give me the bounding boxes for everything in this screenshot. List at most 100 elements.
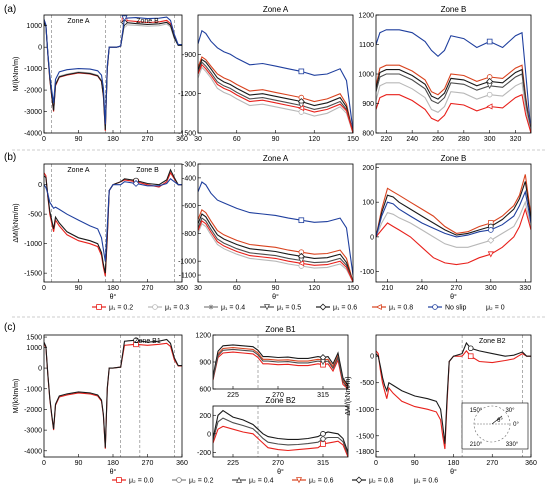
x-tick-label: 270: [486, 460, 498, 467]
x-tick-label: 360: [176, 460, 188, 467]
y-tick-label: -1500: [356, 433, 374, 440]
panel-a1: 0 90 180 270 360 -4000 -3000 -2000 -1000 0 1000 Zon…: [13, 14, 188, 143]
series-marker-4: [488, 227, 494, 233]
x-tick-label: 320: [510, 136, 522, 143]
zone-label: Zone A: [67, 167, 90, 174]
y-tick-label: 1000: [26, 345, 42, 352]
x-tick-label: 90: [411, 460, 419, 467]
legend-marker-2: [235, 476, 243, 483]
series-line-1: [376, 64, 531, 133]
series-marker-3: [319, 359, 327, 366]
legend-marker-3: [295, 477, 303, 484]
x-tick-label: 150: [347, 285, 359, 292]
series-marker-2: [121, 19, 128, 26]
series-line-1: [213, 409, 348, 453]
x-tick-label: 225: [227, 460, 239, 467]
x-tick-label: 0: [42, 136, 46, 143]
x-tick-label: 280: [458, 136, 470, 143]
y-tick-label: -1500: [24, 271, 42, 278]
x-tick-label: 0: [374, 460, 378, 467]
legend-label-5: μ₁ = 0.8: [389, 305, 413, 312]
series-line-1: [376, 341, 531, 444]
y-tick-label: -4000: [24, 448, 42, 455]
x-axis-label: θ°: [450, 293, 457, 301]
plot-frame: [375, 163, 532, 283]
x-tick-label: 120: [308, 136, 320, 143]
x-tick-label: 225: [227, 392, 239, 399]
x-axis-label: θ°: [272, 293, 279, 301]
series-marker-1: [133, 337, 139, 343]
series-marker-5: [486, 103, 493, 110]
series-marker-1: [467, 345, 474, 352]
panel-b3: 210 240 270 300 330 -100 0 100 200 Zone B θ°: [360, 154, 532, 301]
panel-a3: 220 240 260 280 300 320 800 900 1000 1100 1200 Zone…: [358, 5, 532, 143]
zone-label: Zone B: [136, 167, 159, 174]
inset-angle-150: 150°: [470, 408, 483, 414]
legend-label-2: μ₂ = 0.4: [249, 478, 274, 485]
series-line-1: [44, 338, 182, 448]
series-line-3: [198, 61, 353, 133]
series-line-0: [213, 425, 348, 457]
series-marker-0: [298, 217, 305, 224]
series-marker-2: [487, 236, 495, 244]
y-tick-label: 1500: [26, 335, 42, 342]
y-tick-label: 100: [362, 200, 374, 207]
panel-title: Zone B1: [265, 325, 296, 334]
x-tick-label: 315: [317, 392, 329, 399]
legend-mu2: μ₂ = 0.0 μ₂ = 0.2 μ₂ = 0.4 μ₂ = 0.6 μ₂ = 0.8…: [112, 476, 438, 485]
series-marker-2: [132, 180, 140, 187]
legend-marker-4: [355, 476, 363, 484]
series-line-3: [376, 207, 531, 266]
panel-title: Zone B2: [265, 396, 296, 405]
legend-marker-3: [263, 304, 271, 311]
plot-frame: [212, 405, 349, 458]
x-tick-label: 360: [525, 460, 537, 467]
y-tick-label: -1200: [178, 91, 196, 98]
panel-title: Zone B: [441, 154, 467, 163]
series-marker-3: [486, 83, 493, 90]
y-tick-label: -2000: [24, 407, 42, 414]
series-line-1: [376, 181, 531, 238]
legend-label-6: No slip: [445, 305, 467, 312]
legend-suffix: μ₂ = 0: [486, 305, 505, 312]
series-line-0: [198, 181, 353, 276]
x-tick-label: 0: [42, 460, 46, 467]
series-marker-0: [298, 68, 305, 75]
x-tick-label: 270: [272, 392, 284, 399]
x-tick-label: 270: [142, 285, 154, 292]
series-line-3: [376, 73, 531, 133]
series-line-2: [198, 58, 353, 133]
y-tick-label: 0: [207, 431, 211, 438]
panel-b2: 30 60 90 120 150 -1100 -1000 -800 -600 -400 -300 Zo…: [178, 154, 359, 301]
inset-diagram: 150° 30° 0° 210° 330° θ°: [461, 402, 529, 450]
series-line-2: [198, 213, 353, 282]
series-line-5: [376, 93, 531, 133]
y-tick-label: -800: [182, 231, 196, 238]
x-tick-label: 60: [233, 136, 241, 143]
y-tick-label: -500: [28, 212, 42, 219]
y-tick-label: 600: [199, 387, 211, 394]
x-tick-label: 90: [75, 460, 83, 467]
inset-theta: θ°: [497, 418, 503, 424]
series-line-2: [44, 178, 182, 262]
y-axis-label: M/(kNm/m): [13, 379, 20, 414]
series-marker-0: [486, 38, 493, 45]
x-tick-label: 90: [75, 136, 83, 143]
series-line-0: [198, 29, 353, 131]
y-tick-label: -1000: [178, 259, 196, 266]
inset-angle-30: 30°: [505, 408, 515, 414]
y-tick-label: 0: [38, 366, 42, 373]
y-tick-label: 1100: [359, 42, 374, 49]
series-line-4: [376, 189, 531, 238]
panel-c4: 0 90 180 270 360 -1800 -1500 -1000 -500 0 Zone B2 Δ…: [345, 334, 537, 476]
legend-marker-1: [152, 304, 158, 310]
x-tick-label: 240: [406, 136, 418, 143]
x-tick-label: 30: [194, 136, 202, 143]
zone-label: Zone B: [136, 18, 159, 25]
legend-label-0: μ₂ = 0.0: [129, 478, 154, 485]
series-line-3: [44, 16, 182, 125]
x-tick-label: 300: [485, 285, 497, 292]
legend-label-2: μ₁ = 0.4: [221, 305, 245, 312]
legend-label-3: μ₂ = 0.6: [309, 478, 334, 485]
y-axis-label: ΔM/(kNm/m): [13, 203, 20, 242]
